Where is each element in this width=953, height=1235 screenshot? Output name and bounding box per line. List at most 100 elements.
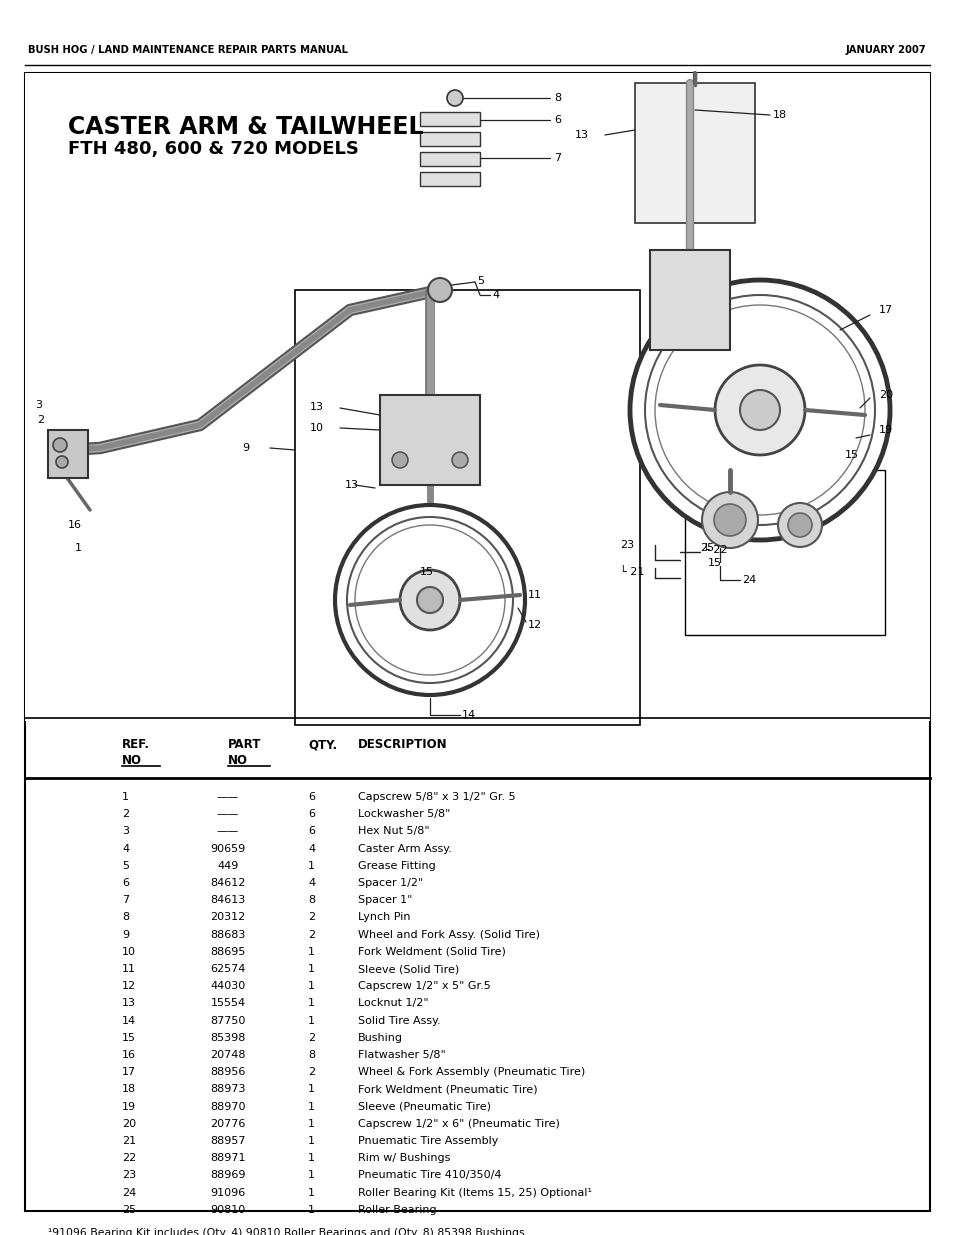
Text: 23: 23 <box>122 1171 136 1181</box>
Circle shape <box>56 456 68 468</box>
Text: 20: 20 <box>878 390 892 400</box>
Text: 2: 2 <box>308 1032 314 1042</box>
Text: Lynch Pin: Lynch Pin <box>357 913 410 923</box>
Circle shape <box>713 504 745 536</box>
Text: 62574: 62574 <box>210 965 246 974</box>
Bar <box>379 395 479 485</box>
Text: ¹91096 Bearing Kit includes (Qty. 4) 90810 Roller Bearings and (Qty. 8) 85398 Bu: ¹91096 Bearing Kit includes (Qty. 4) 908… <box>48 1228 527 1235</box>
Text: 2: 2 <box>308 1067 314 1077</box>
Text: 11: 11 <box>122 965 136 974</box>
Text: Pneumatic Tire 410/350/4: Pneumatic Tire 410/350/4 <box>357 1171 501 1181</box>
Text: 7: 7 <box>554 153 560 163</box>
Text: Capscrew 1/2" x 5" Gr.5: Capscrew 1/2" x 5" Gr.5 <box>357 981 490 992</box>
Text: 15: 15 <box>419 567 434 577</box>
Text: 8: 8 <box>554 93 560 103</box>
Text: NO: NO <box>228 755 248 767</box>
Text: 1: 1 <box>308 1102 314 1112</box>
Text: 84612: 84612 <box>210 878 246 888</box>
Text: 14: 14 <box>122 1015 136 1025</box>
Text: 5: 5 <box>476 275 483 287</box>
Text: 4: 4 <box>308 878 314 888</box>
Text: 20: 20 <box>122 1119 136 1129</box>
Text: Roller Bearing: Roller Bearing <box>357 1205 436 1215</box>
Text: Spacer 1": Spacer 1" <box>357 895 412 905</box>
Text: 9: 9 <box>122 930 129 940</box>
Circle shape <box>701 492 758 548</box>
Text: 88956: 88956 <box>210 1067 246 1077</box>
Text: 2: 2 <box>308 913 314 923</box>
Text: Spacer 1/2": Spacer 1/2" <box>357 878 423 888</box>
Text: 12: 12 <box>122 981 136 992</box>
Text: 14: 14 <box>461 710 476 720</box>
Text: Rim w/ Bushings: Rim w/ Bushings <box>357 1153 450 1163</box>
Text: ——: —— <box>216 792 239 802</box>
Circle shape <box>347 517 513 683</box>
Text: 8: 8 <box>308 895 314 905</box>
Text: 6: 6 <box>308 826 314 836</box>
Text: Grease Fitting: Grease Fitting <box>357 861 436 871</box>
Text: 88957: 88957 <box>210 1136 246 1146</box>
Text: FTH 480, 600 & 720 MODELS: FTH 480, 600 & 720 MODELS <box>68 140 358 158</box>
Text: └ 21: └ 21 <box>619 567 643 577</box>
Text: 16: 16 <box>68 520 82 530</box>
Text: 10: 10 <box>310 424 324 433</box>
Circle shape <box>778 503 821 547</box>
Text: NO: NO <box>122 755 142 767</box>
Text: Roller Bearing Kit (Items 15, 25) Optional¹: Roller Bearing Kit (Items 15, 25) Option… <box>357 1188 592 1198</box>
Bar <box>48 430 88 478</box>
Text: QTY.: QTY. <box>308 739 336 751</box>
Text: 11: 11 <box>527 590 541 600</box>
Text: 22: 22 <box>122 1153 136 1163</box>
Text: Hex Nut 5/8": Hex Nut 5/8" <box>357 826 429 836</box>
Circle shape <box>428 278 452 303</box>
Text: 1: 1 <box>308 1136 314 1146</box>
Text: 18: 18 <box>122 1084 136 1094</box>
Text: 24: 24 <box>122 1188 136 1198</box>
Text: Lockwasher 5/8": Lockwasher 5/8" <box>357 809 450 819</box>
Text: REF.: REF. <box>122 739 150 751</box>
Text: 13: 13 <box>575 130 588 140</box>
Text: 88973: 88973 <box>210 1084 246 1094</box>
Circle shape <box>416 587 442 613</box>
Text: Sleeve (Solid Tire): Sleeve (Solid Tire) <box>357 965 458 974</box>
Text: Sleeve (Pneumatic Tire): Sleeve (Pneumatic Tire) <box>357 1102 491 1112</box>
Text: 25: 25 <box>122 1205 136 1215</box>
Text: 90810: 90810 <box>211 1205 245 1215</box>
Circle shape <box>392 452 408 468</box>
Text: 88970: 88970 <box>210 1102 246 1112</box>
Text: 1: 1 <box>308 1153 314 1163</box>
Bar <box>635 83 754 224</box>
Text: 5: 5 <box>122 861 129 871</box>
Text: 6: 6 <box>554 115 560 125</box>
Text: 87750: 87750 <box>210 1015 246 1025</box>
Text: 15: 15 <box>707 558 721 568</box>
Text: 1: 1 <box>75 543 82 553</box>
Text: 1: 1 <box>308 947 314 957</box>
Text: 6: 6 <box>122 878 129 888</box>
Text: 23: 23 <box>619 540 634 550</box>
Text: 88695: 88695 <box>210 947 246 957</box>
Text: Pnuematic Tire Assembly: Pnuematic Tire Assembly <box>357 1136 497 1146</box>
Text: Caster Arm Assy.: Caster Arm Assy. <box>357 844 452 853</box>
Text: 4: 4 <box>308 844 314 853</box>
Text: 24: 24 <box>741 576 756 585</box>
Text: 2: 2 <box>37 415 44 425</box>
Bar <box>419 172 479 186</box>
Text: 4: 4 <box>492 290 498 300</box>
Text: 449: 449 <box>217 861 238 871</box>
Text: 25: 25 <box>700 543 714 553</box>
Text: 19: 19 <box>878 425 892 435</box>
Text: Solid Tire Assy.: Solid Tire Assy. <box>357 1015 440 1025</box>
Text: 10: 10 <box>122 947 136 957</box>
Text: 2: 2 <box>122 809 129 819</box>
Text: Capscrew 5/8" x 3 1/2" Gr. 5: Capscrew 5/8" x 3 1/2" Gr. 5 <box>357 792 515 802</box>
Circle shape <box>335 505 524 695</box>
Text: 2: 2 <box>308 930 314 940</box>
Bar <box>649 249 729 350</box>
Text: 7: 7 <box>122 895 129 905</box>
Text: 44030: 44030 <box>211 981 245 992</box>
Text: 13: 13 <box>122 998 136 1009</box>
Circle shape <box>53 438 67 452</box>
Text: 6: 6 <box>308 792 314 802</box>
Text: 3: 3 <box>122 826 129 836</box>
